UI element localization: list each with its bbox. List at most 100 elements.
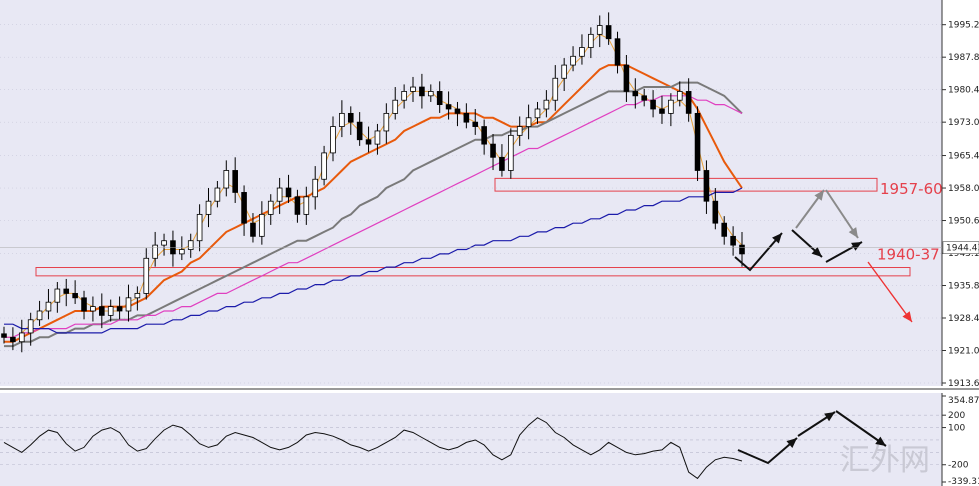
candle (650, 90, 656, 118)
candle-body (232, 170, 238, 193)
candle (36, 300, 43, 326)
zone-box (35, 267, 911, 277)
candle-body (54, 288, 61, 303)
candle (463, 103, 470, 129)
osc-tick-label: -339.31 (948, 477, 979, 486)
candle-body (90, 306, 96, 312)
candle (445, 91, 452, 120)
candle (125, 284, 132, 322)
candle-body (294, 196, 301, 215)
candle (107, 299, 114, 322)
candle (676, 81, 683, 107)
current-price-label: 1944.43 (946, 244, 979, 254)
candle-body (534, 108, 541, 119)
projection-arrow-head (814, 190, 824, 201)
candle (10, 327, 16, 351)
candle (259, 201, 265, 245)
candle-body (152, 244, 158, 259)
candle (241, 185, 247, 236)
candle (356, 112, 363, 146)
candle (570, 46, 576, 72)
candle-body (739, 244, 745, 255)
candle-body (72, 293, 78, 299)
candle (588, 27, 594, 59)
candlesticks (1, 12, 745, 353)
candle-body (596, 25, 603, 35)
candle-body (36, 310, 43, 321)
candle-body (241, 192, 247, 224)
candle-body (668, 99, 674, 114)
candle-body (143, 257, 150, 294)
price-tick-label: 1935.80 (948, 282, 979, 292)
candle (552, 65, 559, 111)
candle (712, 188, 719, 230)
candle (410, 76, 416, 102)
candle (214, 181, 221, 208)
candle-body (63, 288, 70, 294)
candle-body (205, 200, 212, 215)
support-resistance-zones: 1957-60 1940-37 (35, 177, 943, 277)
candle (579, 34, 585, 65)
candle-body (588, 33, 594, 48)
candle-body (214, 187, 221, 202)
candle (668, 93, 674, 127)
candle-body (490, 143, 496, 158)
candle (99, 293, 105, 329)
candle-body (285, 187, 292, 198)
current-price-marker: 1944.43 (0, 241, 979, 254)
candle (196, 204, 203, 252)
candle (534, 101, 541, 124)
candle (419, 73, 425, 109)
candle-body (543, 99, 550, 110)
candle-body (45, 301, 52, 312)
candle (205, 188, 212, 228)
candle-body (196, 213, 203, 242)
candle-body (552, 77, 559, 101)
candle (596, 15, 603, 48)
candle (659, 95, 665, 124)
candle-body (81, 297, 87, 312)
candle-body (481, 126, 487, 145)
projection-arrow-head (902, 311, 912, 322)
candle (427, 84, 434, 102)
current-price-box (942, 241, 979, 254)
zone-box (494, 177, 878, 192)
candle (730, 226, 736, 256)
price-tick-label: 1995.20 (948, 21, 979, 31)
candle-body (561, 64, 567, 79)
candle (330, 116, 336, 162)
projection-arrow-path (867, 261, 913, 323)
candle-body (179, 249, 185, 255)
moving-average-line-ma_magenta (4, 95, 743, 338)
candle (339, 100, 345, 138)
candle-body (170, 240, 176, 255)
osc-tick-label: 100 (948, 424, 965, 434)
candle (365, 126, 372, 153)
projection-arrow-head (824, 412, 835, 422)
candle-body (410, 86, 416, 92)
candle-body (499, 156, 505, 171)
candle-body (427, 91, 434, 97)
price-panel-background (0, 0, 942, 386)
candle-body (721, 222, 728, 237)
price-tick-label: 1950.60 (948, 217, 979, 227)
zone-label: 1957-60 (880, 180, 943, 198)
candle-body (161, 240, 167, 246)
candle (18, 319, 25, 353)
candle (294, 189, 301, 223)
candle-body (659, 108, 665, 114)
candle-body (694, 112, 701, 171)
candle-body (250, 222, 256, 237)
candle (632, 78, 639, 109)
candle (703, 160, 710, 214)
candle-body (419, 86, 425, 97)
projection-arrow-head (811, 246, 822, 257)
candle (27, 312, 34, 346)
candle (223, 160, 230, 197)
candle-body (18, 332, 25, 343)
candle (152, 231, 158, 267)
candle-body (579, 47, 585, 57)
candle (312, 166, 319, 210)
candle (516, 116, 523, 146)
